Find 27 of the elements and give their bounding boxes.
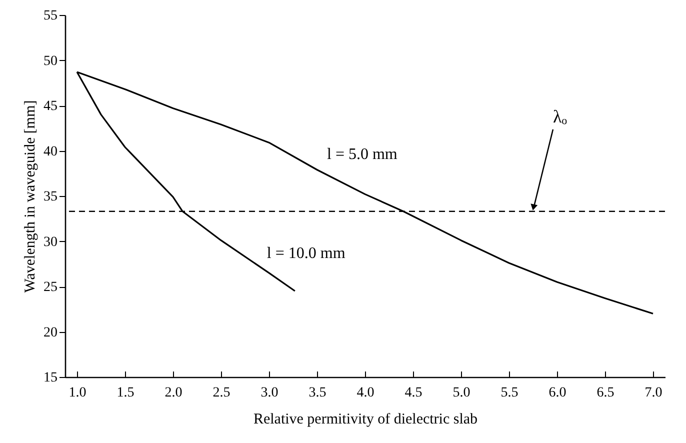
x-tick-label: 3.5 [308,386,326,400]
y-tick-label: 30 [44,234,58,250]
y-axis-title: Wavelength in waveguide [mm] [22,100,38,293]
y-tick-label: 20 [44,325,58,340]
x-tick-label: 5.5 [500,386,518,400]
series-label: l = 10.0 mm [266,245,346,262]
x-tick-label: 2.5 [212,386,230,400]
y-tick-label: 15 [44,370,58,386]
x-tick-label: 1.5 [116,386,134,400]
x-axis-title: Relative permitivity of dielectric slab [253,412,478,428]
x-tick-label: 2.0 [164,386,182,400]
x-tick-label: 3.0 [260,386,278,400]
y-tick-label: 45 [44,99,58,114]
x-tick-label: 4.5 [404,386,422,400]
annotation: λₒ [553,106,567,126]
x-tick-label: 4.0 [356,386,374,400]
x-tick-label: 7.0 [644,386,662,400]
y-tick-label: 50 [44,54,58,69]
x-tick-label: 1.0 [68,386,86,400]
y-tick-label: 40 [44,144,58,160]
x-tick-label: 6.5 [596,386,614,400]
y-tick-label: 25 [44,280,58,295]
series-label: l = 5.0 mm [327,146,398,163]
x-tick-label: 5.0 [452,386,470,400]
y-tick-label: 55 [44,8,58,24]
x-tick-label: 6.0 [548,386,566,400]
y-tick-label: 35 [44,190,58,204]
